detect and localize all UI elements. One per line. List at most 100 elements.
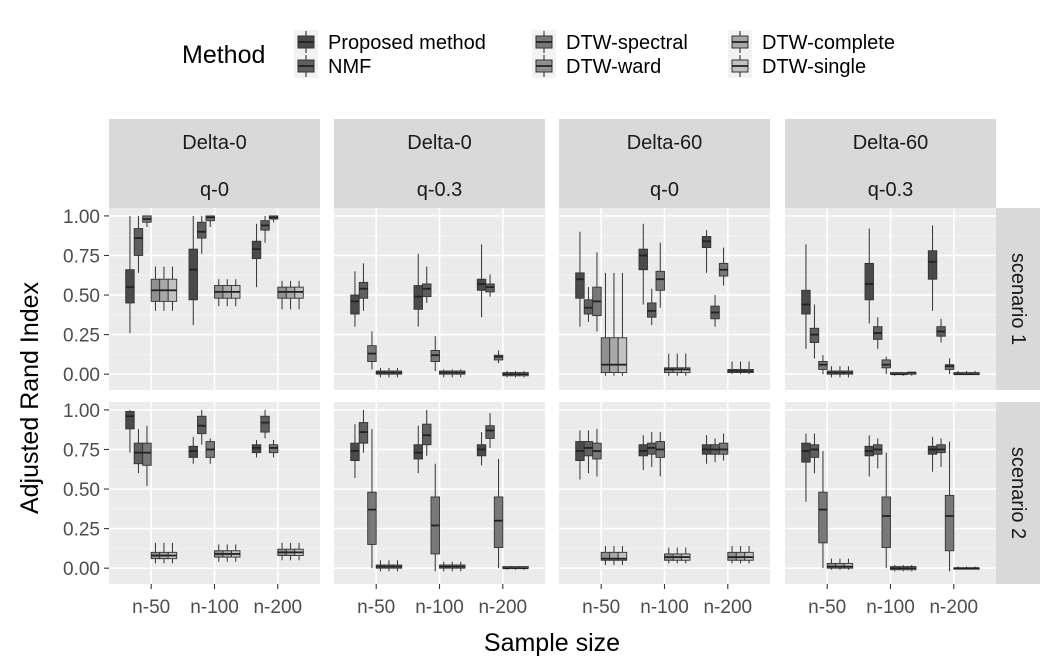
- legend-label: NMF: [328, 56, 371, 78]
- column-strip-background: [334, 119, 545, 208]
- box-body: [617, 551, 628, 561]
- column-strip-4: Delta-60 q-0.3: [785, 119, 996, 208]
- box-body: [818, 491, 828, 544]
- x-tick-label: n-100: [190, 597, 239, 618]
- y-tick-label: 0.50: [63, 480, 100, 501]
- box-body: [655, 270, 665, 291]
- box-proposed-method-n-200: [701, 435, 712, 464]
- box-dtw-spectral-n-100: [205, 215, 215, 227]
- box-dtw-spectral-n-200: [944, 441, 955, 572]
- box-dtw-single-n-200: [970, 371, 980, 376]
- box-dtw-complete-n-200: [285, 542, 296, 561]
- box-nmf-n-200: [260, 409, 270, 439]
- column-strip-2: Delta-0 q-0.3: [334, 119, 545, 208]
- legend-item-dtw-complete: DTW-complete: [728, 30, 895, 54]
- box-body: [133, 228, 144, 256]
- box-nmf-n-200: [936, 318, 946, 343]
- box-dtw-spectral-n-50: [142, 425, 152, 486]
- box-dtw-complete-n-50: [384, 560, 394, 572]
- box-dtw-single-n-200: [294, 280, 304, 310]
- box-proposed-method-n-100: [638, 435, 648, 471]
- box-dtw-single-n-200: [519, 371, 529, 378]
- box-dtw-complete-n-50: [835, 366, 845, 378]
- box-nmf-n-200: [485, 413, 495, 448]
- box-dtw-ward-n-50: [375, 560, 386, 572]
- column-strip-delta-label: Delta-60: [853, 132, 929, 154]
- column-strip-q-label: q-0.3: [417, 179, 463, 201]
- box-nmf-n-50: [358, 409, 369, 453]
- panel-row1-col1: [109, 208, 320, 390]
- legend-item-proposed-method: Proposed method: [294, 30, 486, 54]
- x-tick-label: n-200: [929, 597, 978, 618]
- y-axis-title: Adjusted Rand Index: [16, 281, 44, 514]
- row-strip-label: scenario 1: [1007, 253, 1029, 345]
- y-tick-label: 0.25: [63, 520, 100, 541]
- box-body: [864, 262, 874, 301]
- x-tick-label: n-100: [415, 597, 464, 618]
- panel-row1-col3: [559, 208, 770, 390]
- box-dtw-complete-n-50: [159, 266, 169, 311]
- row-strip-1: scenario 1: [996, 208, 1040, 390]
- box-dtw-spectral-n-50: [818, 451, 828, 569]
- box-dtw-single-n-100: [907, 371, 917, 376]
- x-tick-label: n-200: [703, 597, 752, 618]
- box-dtw-single-n-50: [843, 366, 854, 378]
- box-dtw-spectral-n-100: [881, 452, 891, 569]
- box-proposed-method-n-200: [251, 223, 262, 288]
- legend: Method Proposed methodNMFDTW-spectralDTW…: [182, 30, 895, 78]
- column-strip-background: [559, 119, 770, 208]
- column-strip-q-label: q-0: [650, 179, 679, 201]
- column-strip-delta-label: Delta-0: [407, 132, 471, 154]
- legend-item-nmf: NMF: [294, 54, 371, 78]
- box-dtw-single-n-50: [617, 272, 628, 376]
- box-nmf-n-50: [358, 263, 369, 311]
- box-body: [609, 337, 619, 374]
- box-proposed-method-n-100: [638, 223, 648, 305]
- box-proposed-method-n-200: [701, 230, 712, 273]
- box-proposed-method-n-50: [125, 215, 135, 334]
- row-strip-2: scenario 2: [996, 402, 1040, 584]
- box-dtw-single-n-200: [294, 542, 304, 561]
- y-tick-label: 0.75: [63, 440, 100, 461]
- box-proposed-method-n-50: [575, 231, 585, 327]
- box-nmf-n-100: [422, 266, 432, 303]
- x-tick-label: n-50: [582, 597, 620, 618]
- box-nmf-n-100: [197, 409, 207, 445]
- panel-row2-col4: [785, 402, 996, 584]
- x-tick-label: n-50: [808, 597, 846, 618]
- box-dtw-spectral-n-100: [430, 336, 440, 372]
- x-tick-label: n-100: [640, 597, 689, 618]
- box-nmf-n-100: [873, 317, 883, 349]
- box-body: [260, 415, 270, 433]
- box-proposed-method-n-100: [188, 436, 198, 464]
- legend-item-dtw-ward: DTW-ward: [532, 54, 661, 78]
- box-dtw-spectral-n-200: [493, 458, 504, 569]
- box-body: [600, 337, 611, 374]
- box-dtw-spectral-n-200: [268, 439, 279, 458]
- box-body: [485, 425, 495, 439]
- legend-label: DTW-complete: [762, 32, 895, 54]
- column-strip-background: [109, 119, 320, 208]
- box-dtw-single-n-50: [167, 542, 178, 564]
- box-dtw-single-n-50: [392, 367, 403, 378]
- box-dtw-spectral-n-100: [205, 438, 215, 464]
- box-nmf-n-50: [809, 433, 820, 474]
- column-strip-1: Delta-0 q-0: [109, 119, 320, 208]
- box-nmf-n-100: [647, 288, 657, 326]
- box-nmf-n-100: [197, 215, 207, 254]
- legend-title: Method: [182, 41, 265, 69]
- panel-row2-col2: [334, 402, 545, 584]
- box-dtw-spectral-n-50: [592, 428, 602, 477]
- row-strip-background: [996, 208, 1040, 390]
- box-body: [125, 411, 135, 430]
- legend-item-dtw-spectral: DTW-spectral: [532, 30, 688, 54]
- box-dtw-spectral-n-200: [268, 215, 279, 223]
- x-axis: n-50 n-100 n-200 n-50 n-100 n-200 n-50 n-100 n-2…: [132, 584, 978, 618]
- box-dtw-spectral-n-50: [142, 215, 152, 227]
- x-tick-label: n-200: [253, 597, 302, 618]
- box-body: [350, 294, 360, 315]
- box-nmf-n-200: [485, 274, 495, 297]
- box-dtw-single-n-50: [617, 546, 628, 566]
- box-dtw-single-n-50: [392, 560, 403, 572]
